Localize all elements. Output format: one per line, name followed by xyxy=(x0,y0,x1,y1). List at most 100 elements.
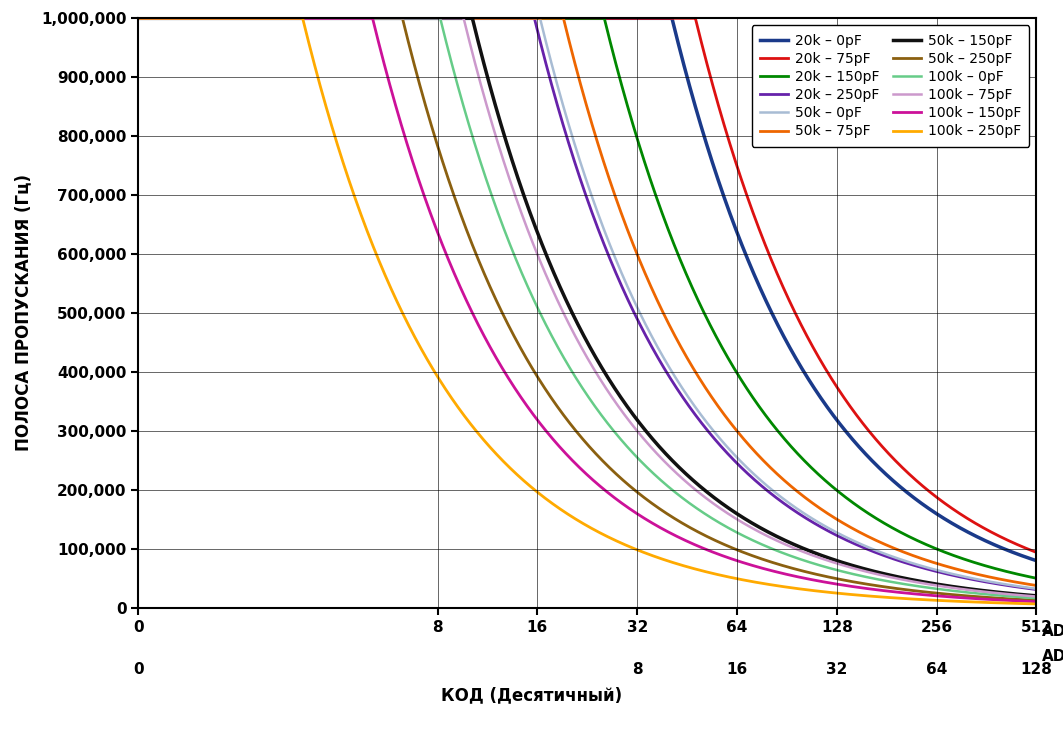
50k – 75pF xyxy=(132,14,145,23)
20k – 250pF xyxy=(1030,585,1043,594)
100k – 250pF xyxy=(132,14,145,23)
20k – 150pF xyxy=(516,14,528,23)
Line: 20k – 250pF: 20k – 250pF xyxy=(138,18,1036,589)
Line: 20k – 75pF: 20k – 75pF xyxy=(138,18,1036,553)
20k – 0pF xyxy=(288,14,301,23)
50k – 150pF xyxy=(132,14,145,23)
Text: КОД (Десятичный): КОД (Десятичный) xyxy=(441,687,622,705)
Line: 50k – 0pF: 50k – 0pF xyxy=(138,18,1036,589)
Text: 64: 64 xyxy=(926,662,947,677)
100k – 0pF xyxy=(1030,594,1043,602)
100k – 250pF xyxy=(1030,600,1043,608)
20k – 150pF xyxy=(132,14,145,23)
Line: 20k – 0pF: 20k – 0pF xyxy=(138,18,1036,561)
20k – 150pF xyxy=(1030,574,1043,583)
20k – 250pF xyxy=(1012,583,1025,591)
50k – 0pF xyxy=(476,14,489,23)
20k – 75pF xyxy=(234,14,247,23)
50k – 75pF xyxy=(234,14,247,23)
Legend: 20k – 0pF, 20k – 75pF, 20k – 150pF, 20k – 250pF, 50k – 0pF, 50k – 75pF, 50k – 15: 20k – 0pF, 20k – 75pF, 20k – 150pF, 20k … xyxy=(752,25,1029,146)
50k – 250pF xyxy=(516,346,528,354)
20k – 0pF xyxy=(132,14,145,23)
50k – 150pF xyxy=(915,578,928,586)
100k – 250pF xyxy=(476,434,489,443)
50k – 75pF xyxy=(1030,581,1043,590)
Text: 8: 8 xyxy=(631,662,642,677)
20k – 250pF xyxy=(476,14,489,23)
100k – 0pF xyxy=(915,583,928,591)
100k – 0pF xyxy=(516,268,528,277)
100k – 75pF xyxy=(915,579,928,588)
100k – 250pF xyxy=(288,14,301,23)
20k – 0pF xyxy=(1030,556,1043,565)
50k – 250pF xyxy=(234,14,247,23)
100k – 250pF xyxy=(1012,599,1025,608)
50k – 75pF xyxy=(288,14,301,23)
20k – 75pF xyxy=(476,14,489,23)
50k – 0pF xyxy=(516,14,528,23)
20k – 75pF xyxy=(1030,548,1043,557)
50k – 150pF xyxy=(1030,591,1043,600)
Line: 100k – 150pF: 100k – 150pF xyxy=(138,18,1036,602)
50k – 150pF xyxy=(234,14,247,23)
100k – 150pF xyxy=(915,590,928,599)
100k – 75pF xyxy=(1012,591,1025,600)
Line: 50k – 150pF: 50k – 150pF xyxy=(138,18,1036,596)
100k – 75pF xyxy=(1030,592,1043,601)
20k – 250pF xyxy=(915,563,928,572)
20k – 150pF xyxy=(915,538,928,547)
100k – 150pF xyxy=(132,14,145,23)
50k – 75pF xyxy=(516,14,528,23)
20k – 250pF xyxy=(234,14,247,23)
20k – 0pF xyxy=(1012,550,1025,559)
100k – 150pF xyxy=(476,329,489,337)
50k – 250pF xyxy=(288,14,301,23)
50k – 250pF xyxy=(1030,596,1043,605)
100k – 150pF xyxy=(288,14,301,23)
Text: AD5291: AD5291 xyxy=(1042,649,1063,664)
50k – 0pF xyxy=(288,14,301,23)
Line: 20k – 150pF: 20k – 150pF xyxy=(138,18,1036,578)
100k – 150pF xyxy=(516,394,528,403)
100k – 250pF xyxy=(234,14,247,23)
Line: 50k – 250pF: 50k – 250pF xyxy=(138,18,1036,600)
20k – 0pF xyxy=(516,14,528,23)
50k – 0pF xyxy=(234,14,247,23)
20k – 150pF xyxy=(234,14,247,23)
Text: AD5292: AD5292 xyxy=(1042,624,1063,639)
50k – 250pF xyxy=(915,587,928,596)
20k – 250pF xyxy=(288,14,301,23)
50k – 150pF xyxy=(288,14,301,23)
Line: 50k – 75pF: 50k – 75pF xyxy=(138,18,1036,586)
50k – 75pF xyxy=(915,554,928,563)
Line: 100k – 0pF: 100k – 0pF xyxy=(138,18,1036,598)
20k – 250pF xyxy=(132,14,145,23)
100k – 0pF xyxy=(132,14,145,23)
50k – 75pF xyxy=(1012,578,1025,587)
20k – 75pF xyxy=(915,481,928,490)
50k – 150pF xyxy=(1012,590,1025,599)
50k – 150pF xyxy=(516,184,528,193)
100k – 250pF xyxy=(915,595,928,604)
20k – 150pF xyxy=(1012,570,1025,579)
100k – 150pF xyxy=(1012,597,1025,605)
50k – 250pF xyxy=(1012,595,1025,604)
20k – 150pF xyxy=(288,14,301,23)
100k – 0pF xyxy=(476,164,489,173)
Text: 16: 16 xyxy=(726,662,747,677)
50k – 0pF xyxy=(1030,584,1043,593)
Line: 100k – 75pF: 100k – 75pF xyxy=(138,18,1036,597)
100k – 150pF xyxy=(1030,597,1043,606)
50k – 150pF xyxy=(476,54,489,63)
50k – 0pF xyxy=(1012,582,1025,591)
100k – 75pF xyxy=(132,14,145,23)
50k – 250pF xyxy=(132,14,145,23)
100k – 0pF xyxy=(1012,593,1025,602)
20k – 75pF xyxy=(288,14,301,23)
50k – 75pF xyxy=(476,14,489,23)
50k – 0pF xyxy=(915,561,928,570)
Line: 100k – 250pF: 100k – 250pF xyxy=(138,18,1036,604)
100k – 75pF xyxy=(288,14,301,23)
50k – 0pF xyxy=(132,14,145,23)
20k – 75pF xyxy=(132,14,145,23)
